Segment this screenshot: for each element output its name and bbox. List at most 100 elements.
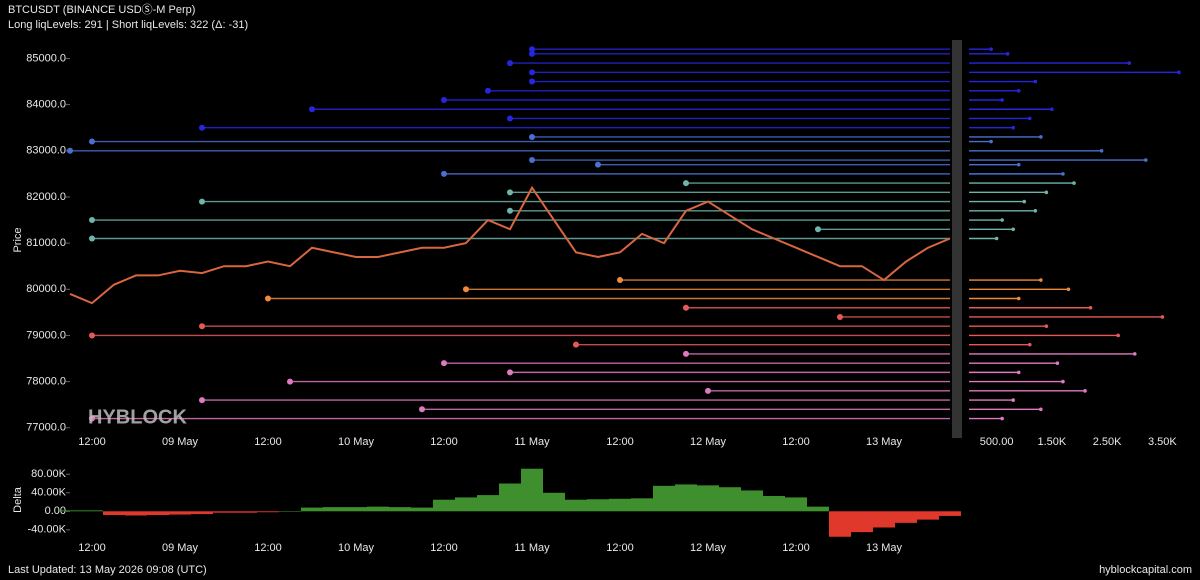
liq-level-start: [485, 87, 491, 94]
liq-level-start: [705, 387, 711, 394]
delta-bar: [587, 499, 609, 512]
liq-size-dot: [1160, 315, 1165, 319]
delta-bar: [433, 499, 455, 512]
liq-size-dot: [1016, 370, 1021, 375]
delta-bar: [631, 498, 653, 512]
liq-level-start: [287, 378, 293, 385]
liq-level-start: [529, 133, 535, 140]
liq-size-dot: [1055, 361, 1060, 365]
x-tick-label: 12:00: [430, 436, 458, 448]
delta-bar: [565, 499, 587, 512]
title: BTCUSDT (BINANCE USDⓈ-M Perp): [8, 3, 195, 16]
liq-size-dot: [1016, 296, 1021, 301]
y-tick-label: 0.00: [45, 505, 66, 517]
liq-level-start: [89, 415, 95, 422]
price-line: [69, 185, 951, 305]
liq-size-dot: [1072, 181, 1076, 185]
delta-bar: [719, 487, 741, 512]
liq-level-start: [595, 161, 601, 168]
x-tick-label: 12:00: [782, 542, 810, 554]
x-tick-label: 1.50K: [1038, 436, 1067, 448]
delta-bar: [873, 511, 895, 528]
footer-updated: Last Updated: 13 May 2026 09:08 (UTC): [8, 564, 207, 576]
delta-bar: [59, 510, 81, 512]
liq-size-dot: [1044, 324, 1049, 329]
x-tick-label: 13 May: [866, 436, 903, 448]
liq-size-dot: [1016, 88, 1021, 93]
liq-size-dot: [1005, 52, 1010, 56]
liq-level-start: [89, 138, 95, 145]
liq-level-start: [683, 350, 689, 357]
delta-bar: [323, 507, 345, 512]
liq-level-start: [441, 97, 447, 104]
liq-level-start: [573, 341, 579, 348]
liq-level-start: [507, 115, 513, 122]
x-tick-label: 12:00: [606, 436, 634, 448]
delta-bar: [851, 511, 873, 533]
x-tick-label: 11 May: [514, 436, 550, 448]
x-tick-label: 10 May: [338, 542, 375, 554]
footer-site: hyblockcapital.com: [1099, 564, 1192, 576]
liq-size-dot: [989, 47, 993, 52]
delta-bar: [411, 507, 433, 512]
liq-size-dot: [1000, 218, 1004, 222]
liq-size-dot: [989, 139, 993, 144]
delta-bar: [653, 485, 675, 512]
liq-size-dot: [1044, 190, 1049, 195]
delta-bar: [169, 511, 191, 515]
delta-bar: [345, 507, 367, 512]
delta-bar: [301, 507, 323, 512]
x-tick-label: 12:00: [254, 542, 282, 554]
liq-size-dot: [1039, 407, 1043, 412]
x-tick-label: 09 May: [162, 542, 199, 554]
liq-size-dot: [1027, 116, 1032, 121]
liq-level-start: [441, 360, 447, 367]
y-axis-label: Price: [12, 227, 24, 252]
delta-bar: [675, 484, 697, 512]
liq-size-dot: [1000, 98, 1004, 102]
x-tick-label: 12 May: [690, 542, 727, 554]
liq-size-dot: [1050, 107, 1054, 112]
y-tick-label: 82000.0: [26, 191, 66, 203]
delta-bar: [697, 485, 719, 512]
liq-level-start: [617, 277, 623, 284]
delta-bar: [235, 511, 257, 513]
y-tick-label: 84000.0: [26, 99, 66, 111]
delta-bar: [389, 507, 411, 512]
liq-level-start: [507, 369, 513, 376]
liq-size-dot: [1039, 278, 1043, 282]
liq-size-dot: [1011, 398, 1015, 402]
liq-level-start: [529, 78, 535, 85]
x-tick-label: 10 May: [338, 436, 375, 448]
liq-level-start: [67, 147, 73, 154]
y-tick-label: -40.00K: [27, 524, 66, 536]
x-tick-label: 2.50K: [1093, 436, 1122, 448]
liq-size-dot: [994, 236, 999, 241]
liq-level-start: [507, 207, 513, 214]
liq-size-dot: [1132, 352, 1137, 356]
liq-size-dot: [1039, 135, 1043, 139]
panel-separator: [952, 40, 962, 438]
delta-bar: [939, 511, 961, 516]
liq-size-dot: [1144, 158, 1148, 162]
delta-bar: [191, 511, 213, 515]
y-tick-label: 78000.0: [26, 376, 66, 388]
delta-bar: [103, 511, 125, 515]
liq-level-start: [419, 406, 425, 413]
y-tick-label: 80000.0: [26, 283, 66, 295]
x-tick-label: 12 May: [690, 436, 727, 448]
liq-level-start: [199, 124, 205, 131]
delta-bar: [785, 497, 807, 512]
delta-bar: [917, 511, 939, 520]
x-tick-label: 3.50K: [1148, 436, 1177, 448]
delta-bar: [367, 506, 389, 512]
liq-size-dot: [1011, 227, 1015, 232]
liq-level-start: [815, 226, 821, 233]
liq-size-dot: [1033, 209, 1038, 213]
delta-bar: [499, 483, 521, 512]
x-tick-label: 12:00: [254, 436, 282, 448]
liq-size-dot: [1177, 70, 1181, 75]
subtitle: Long liqLevels: 291 | Short liqLevels: 3…: [8, 19, 248, 31]
delta-bar: [829, 511, 851, 537]
x-tick-label: 12:00: [430, 542, 458, 554]
